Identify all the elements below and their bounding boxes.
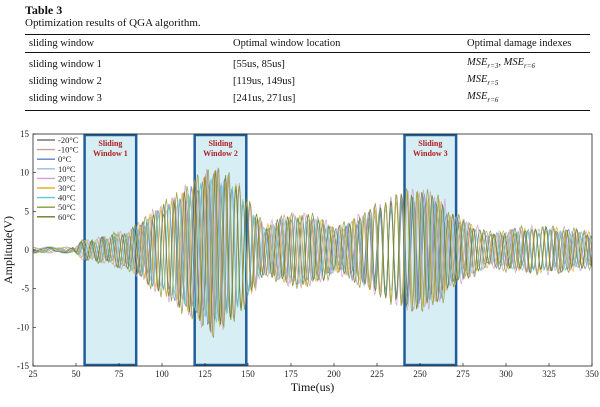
y-tick-label: -15 — [17, 361, 29, 371]
table-label: Table 3 — [25, 3, 63, 17]
y-axis-label: Amplitude(V) — [1, 216, 15, 284]
signal-trace — [32, 173, 593, 325]
x-tick-label: 275 — [456, 369, 470, 379]
table-header-row: sliding window Optimal window location O… — [25, 35, 590, 52]
window-label-line1: Sliding — [98, 139, 122, 148]
x-tick-label: 50 — [72, 369, 82, 379]
x-tick-label: 200 — [327, 369, 341, 379]
header-sliding-window: sliding window — [29, 38, 95, 49]
results-table: sliding window Optimal window location O… — [25, 35, 590, 52]
results-table-block: Table 3 Optimization results of QGA algo… — [25, 3, 590, 112]
axis-ticks: 25 50 75 100 125 150 175 200 225 250 275 300 325 350-… — [17, 129, 599, 379]
x-axis-label: Time(us) — [291, 380, 335, 394]
legend-entry: -10°C — [58, 145, 79, 155]
window-label-line2: Window 3 — [413, 149, 448, 158]
results-table-body: sliding window 1 [55us, 85us] MSEr=3, MS… — [25, 56, 590, 107]
legend-entry: 30°C — [58, 183, 76, 193]
legend-entry: 40°C — [58, 193, 76, 203]
signal-trace — [32, 180, 593, 318]
table-caption: Optimization results of QGA algorithm. — [25, 17, 201, 29]
row-damage-index: MSEr=6 — [467, 91, 499, 105]
x-tick-label: 300 — [499, 369, 513, 379]
signal-trace — [32, 168, 593, 338]
x-tick-label: 225 — [370, 369, 384, 379]
table-top-rule — [25, 34, 590, 35]
y-tick-label: -10 — [17, 322, 29, 332]
row-location: [241us, 271us] — [233, 92, 296, 104]
window-label-line2: Window 1 — [93, 149, 128, 158]
row-damage-index: MSEr=3, MSEr=6 — [467, 57, 535, 71]
table-row: sliding window 3 [241us, 271us] MSEr=6 — [25, 90, 590, 107]
legend-entry: -20°C — [58, 135, 79, 145]
table-header-rule — [25, 52, 590, 53]
legend-entry: 10°C — [58, 164, 76, 174]
header-damage-indexes: Optimal damage indexes — [467, 38, 572, 49]
legend-entry: 60°C — [58, 212, 76, 222]
x-tick-label: 125 — [198, 369, 212, 379]
signal-traces — [32, 167, 593, 338]
row-window: sliding window 3 — [29, 92, 102, 104]
y-tick-label: 10 — [20, 168, 30, 178]
row-location: [55us, 85us] — [233, 58, 285, 70]
legend-entry: 20°C — [58, 173, 76, 183]
x-tick-label: 175 — [284, 369, 298, 379]
table-row: sliding window 2 [119us, 149us] MSEr=5 — [25, 73, 590, 90]
table-bottom-rule — [25, 110, 590, 112]
y-tick-label: 5 — [25, 206, 30, 216]
legend-entry: 0°C — [58, 154, 72, 164]
signal-trace — [32, 170, 593, 332]
header-window-location: Optimal window location — [233, 38, 341, 49]
legend-entry: 50°C — [58, 202, 76, 212]
y-tick-label: 0 — [25, 245, 30, 255]
x-tick-label: 325 — [542, 369, 556, 379]
table-row: sliding window 1 [55us, 85us] MSEr=3, MS… — [25, 56, 590, 73]
row-damage-index: MSEr=5 — [467, 74, 499, 88]
window-label-line1: Sliding — [418, 139, 442, 148]
row-window: sliding window 2 — [29, 75, 102, 87]
y-tick-label: -5 — [22, 284, 30, 294]
x-tick-label: 25 — [29, 369, 39, 379]
row-window: sliding window 1 — [29, 58, 102, 70]
x-tick-label: 150 — [241, 369, 255, 379]
x-tick-label: 100 — [155, 369, 169, 379]
x-tick-label: 350 — [585, 369, 599, 379]
legend: -20°C-10°C0°C10°C20°C30°C40°C50°C60°C — [37, 135, 79, 222]
window-label-line1: Sliding — [208, 139, 232, 148]
x-tick-label: 250 — [413, 369, 427, 379]
row-location: [119us, 149us] — [233, 75, 296, 87]
signal-trace — [32, 171, 593, 327]
window-label-line2: Window 2 — [203, 149, 238, 158]
x-tick-label: 75 — [115, 369, 125, 379]
y-tick-label: 15 — [20, 129, 30, 139]
